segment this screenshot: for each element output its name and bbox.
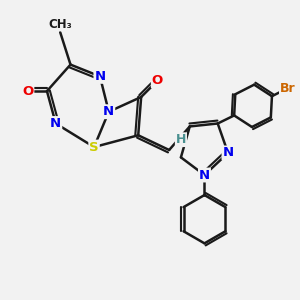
Text: N: N	[103, 105, 114, 118]
Text: H: H	[176, 133, 186, 146]
Text: N: N	[223, 146, 234, 159]
Text: O: O	[152, 74, 163, 87]
Text: O: O	[22, 85, 33, 98]
Text: Br: Br	[280, 82, 296, 95]
Text: CH₃: CH₃	[48, 18, 72, 31]
Text: N: N	[199, 169, 210, 182]
Text: N: N	[50, 117, 61, 130]
Text: N: N	[94, 70, 106, 83]
Text: S: S	[89, 141, 99, 154]
